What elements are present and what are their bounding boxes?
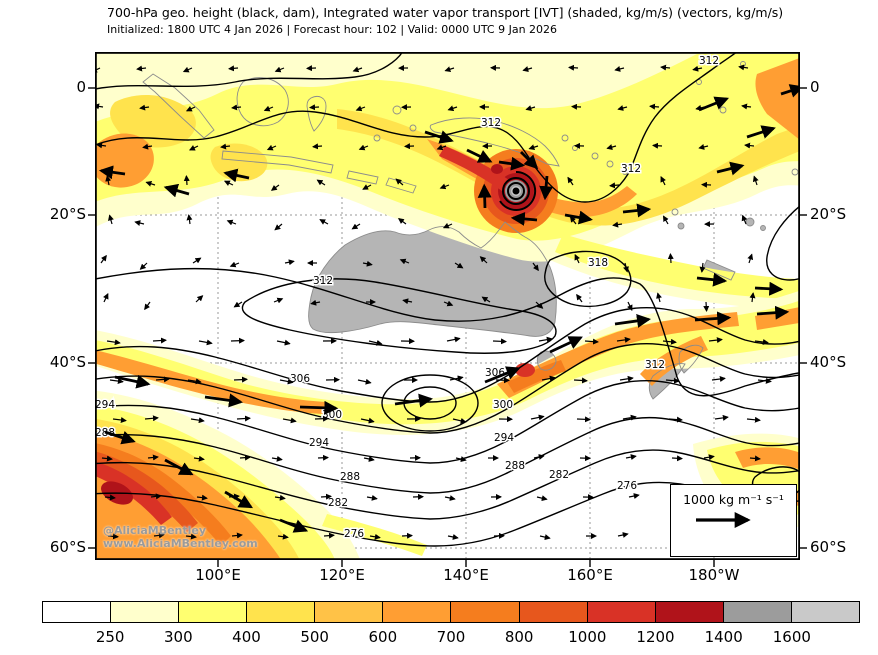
- colorbar-label: 1000: [568, 628, 607, 646]
- y-axis-label-left: 20°S: [49, 205, 86, 223]
- x-axis-label: 120°E: [319, 566, 365, 584]
- contour-label: 312: [645, 359, 665, 371]
- contour-label: 312: [313, 275, 333, 287]
- contour-label: 294: [309, 437, 329, 449]
- colorbar-label: 700: [436, 628, 466, 646]
- tropical-cyclone-symbol: [499, 170, 537, 211]
- watermark-line1: @AliciaMBentley: [103, 524, 207, 537]
- colorbar-cell: [518, 602, 587, 622]
- y-axis-label-left: 0: [76, 78, 86, 96]
- colorbar-cell: [654, 602, 723, 622]
- x-axis-label: 140°E: [443, 566, 489, 584]
- x-axis-label: 100°E: [195, 566, 241, 584]
- colorbar-cell: [314, 602, 383, 622]
- colorbar-cell: [722, 602, 791, 622]
- y-axis-label-right: 0: [810, 78, 820, 96]
- contour-label: 276: [617, 480, 637, 492]
- colorbar-cell: [43, 602, 111, 622]
- colorbar-cell: [178, 602, 247, 622]
- y-axis-label-left: 60°S: [49, 538, 86, 556]
- colorbar-cell: [586, 602, 655, 622]
- colorbar-label: 500: [300, 628, 329, 646]
- x-axis-label: 160°E: [567, 566, 613, 584]
- contour-label: 282: [328, 497, 348, 509]
- contour-label: 312: [621, 163, 641, 175]
- map-frame: [94, 51, 801, 561]
- contour-label: 312: [699, 55, 719, 67]
- contour-label: 318: [588, 257, 608, 269]
- colorbar-label: 1600: [772, 628, 811, 646]
- colorbar-cell: [382, 602, 451, 622]
- y-axis-label-right: 40°S: [810, 353, 847, 371]
- watermark-line2: www.AliciaMBentley.com: [103, 537, 258, 550]
- x-axis-label: 180°W: [688, 566, 740, 584]
- colorbar-label: 250: [95, 628, 125, 646]
- ivt-vector-arrows: [95, 64, 800, 541]
- colorbar-label: 600: [368, 628, 398, 646]
- colorbar-cell: [450, 602, 519, 622]
- contour-label: 294: [494, 432, 514, 444]
- y-axis-label-left: 40°S: [49, 353, 86, 371]
- y-axis-label-right: 20°S: [810, 205, 847, 223]
- y-axis-label-right: 60°S: [810, 538, 847, 556]
- colorbar-cell: [790, 602, 859, 622]
- colorbar-label: 1400: [704, 628, 743, 646]
- contour-label: 300: [493, 399, 513, 411]
- vector-reference-legend: 1000 kg m⁻¹ s⁻¹: [670, 484, 797, 557]
- colorbar: [42, 601, 860, 623]
- contour-label: 288: [340, 471, 360, 483]
- contour-label: 312: [481, 117, 501, 129]
- contour-label: 306: [290, 373, 310, 385]
- colorbar-cell: [110, 602, 179, 622]
- contour-label: 288: [505, 460, 525, 472]
- watermark: @AliciaMBentley www.AliciaMBentley.com: [103, 524, 258, 550]
- contour-label: 282: [549, 469, 569, 481]
- contour-label: 294: [95, 399, 115, 411]
- colorbar-cell: [246, 602, 315, 622]
- colorbar-label: 1200: [636, 628, 675, 646]
- colorbar-label: 400: [232, 628, 261, 646]
- colorbar-label: 300: [164, 628, 193, 646]
- chart-subtitle: Initialized: 1800 UTC 4 Jan 2026 | Forec…: [107, 23, 558, 36]
- contour-label: 276: [344, 528, 364, 540]
- axis-tick-marks: [88, 87, 807, 567]
- vector-reference-label: 1000 kg m⁻¹ s⁻¹: [683, 492, 784, 507]
- colorbar-label: 800: [504, 628, 534, 646]
- chart-title: 700-hPa geo. height (black, dam), Integr…: [107, 5, 784, 20]
- vector-reference-arrow: [695, 512, 751, 528]
